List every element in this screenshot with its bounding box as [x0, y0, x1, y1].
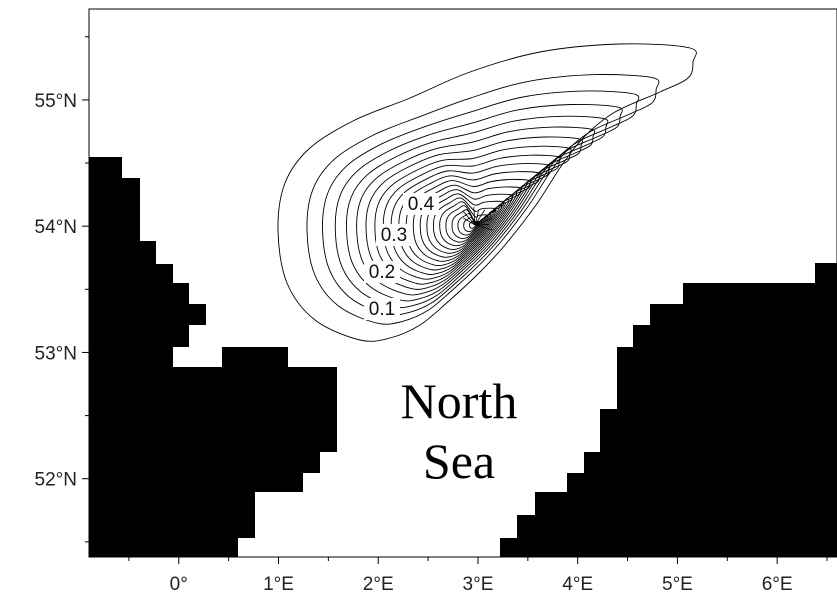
contour-peak-line [473, 207, 476, 226]
y-tick-label: 55°N [35, 91, 77, 112]
contour-peak-line [474, 224, 493, 231]
x-tick-label: 2°E [363, 574, 394, 595]
land-continent [500, 263, 837, 557]
contour-line [365, 136, 584, 290]
contour-line [390, 163, 551, 275]
contour-label-bg [364, 261, 400, 283]
contour-peak-line [474, 209, 486, 226]
contour-peak-line [469, 211, 476, 226]
contour-line [346, 115, 609, 302]
contour-line [277, 43, 697, 342]
contour-label: 0.2 [369, 262, 395, 283]
contour-peak-line [462, 211, 476, 226]
plot-frame [88, 8, 837, 558]
contour-peak-line [474, 224, 490, 226]
contour-line [398, 171, 541, 271]
contour-line [382, 154, 561, 280]
contour-line [374, 145, 572, 285]
y-tick-label: 53°N [35, 343, 77, 364]
contour-label: 0.3 [381, 225, 407, 246]
contour-peak-line [462, 217, 476, 226]
y-tick-label: 54°N [35, 217, 77, 238]
x-tick-label: 0° [170, 574, 188, 595]
x-tick-label: 5°E [662, 574, 693, 595]
x-tick-label: 1°E [263, 574, 294, 595]
contour-label: 0.4 [408, 194, 435, 215]
contour-line [306, 74, 660, 325]
contour-layer: 0.1 0.2 0.30.4 [277, 43, 697, 342]
contour-label: 0.1 [369, 299, 395, 320]
region-label-north: North [401, 373, 518, 429]
region-label-sea: Sea [423, 433, 495, 489]
y-tick-label: 52°N [35, 470, 77, 491]
x-tick-label: 4°E [562, 574, 593, 595]
land-england [89, 157, 337, 557]
contour-peak-line [474, 215, 487, 226]
land-layer [89, 157, 837, 557]
contour-line [439, 201, 492, 247]
contour-line [432, 197, 497, 251]
x-tick-label: 6°E [762, 574, 793, 595]
contour-line [334, 103, 623, 308]
contour-label-bg [403, 193, 439, 215]
axes-layer: 0° 1°E 2°E 3°E 4°E 5°E 6°E 52°N 53°N 54°N 55°N [35, 36, 828, 595]
contour-line [322, 90, 640, 316]
contour-label-bg [364, 298, 400, 320]
contour-peak-line [474, 211, 479, 226]
x-tick-label: 3°E [463, 574, 494, 595]
contour-peak-line [474, 218, 492, 226]
contour-line [356, 126, 596, 296]
contour-label-bg [376, 224, 412, 246]
